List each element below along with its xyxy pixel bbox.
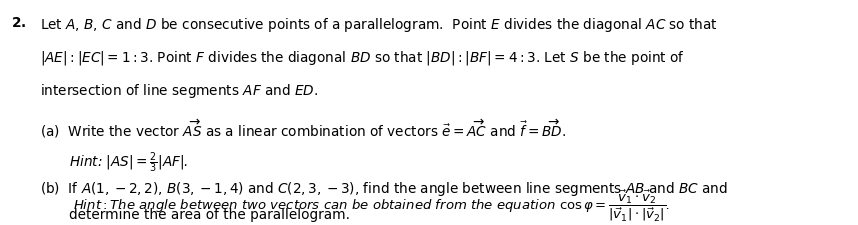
Text: Let $A$, $B$, $C$ and $D$ be consecutive points of a parallelogram.  Point $E$ d: Let $A$, $B$, $C$ and $D$ be consecutive… xyxy=(39,16,718,34)
Text: $\mathit{Hint}$: $|AS| = \frac{2}{3}|AF|$.: $\mathit{Hint}$: $|AS| = \frac{2}{3}|AF|… xyxy=(69,151,189,175)
Text: $\mathit{Hint: The\ angle\ between\ two\ vectors\ can\ be\ obtained\ from\ the\ : $\mathit{Hint: The\ angle\ between\ two\… xyxy=(73,188,670,223)
Text: $|AE|:|EC| = 1:3$. Point $F$ divides the diagonal $BD$ so that $|BD|:|BF| = 4:3$: $|AE|:|EC| = 1:3$. Point $F$ divides the… xyxy=(39,50,685,68)
Text: intersection of line segments $AF$ and $ED$.: intersection of line segments $AF$ and $… xyxy=(39,83,318,101)
Text: $\mathbf{2.}$: $\mathbf{2.}$ xyxy=(11,16,27,30)
Text: (b)  If $A(1,-2,2)$, $B(3,-1,4)$ and $C(2,3,-3)$, find the angle between line se: (b) If $A(1,-2,2)$, $B(3,-1,4)$ and $C(2… xyxy=(39,180,728,198)
Text: (a)  Write the vector $\overrightarrow{AS}$ as a linear combination of vectors $: (a) Write the vector $\overrightarrow{AS… xyxy=(39,118,565,140)
Text: determine the area of the parallelogram.: determine the area of the parallelogram. xyxy=(69,208,350,222)
